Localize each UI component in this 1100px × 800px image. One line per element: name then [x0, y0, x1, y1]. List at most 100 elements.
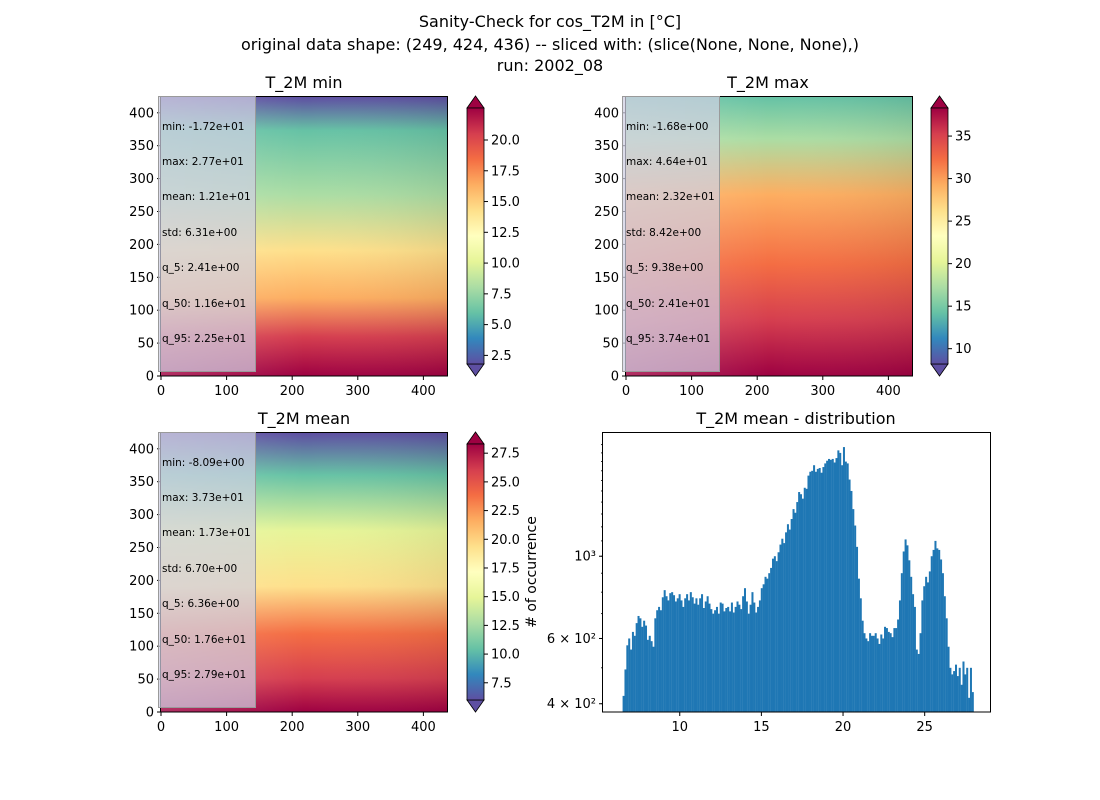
histogram-bar	[813, 465, 816, 712]
histogram-bar	[626, 645, 629, 712]
histogram-bar	[941, 573, 944, 712]
histogram-bar	[624, 669, 627, 712]
histogram-bar	[884, 626, 887, 712]
histogram-bar	[648, 635, 651, 712]
y-tick-label: 400	[129, 442, 154, 457]
map-axes-max: 0 100 200 300 400 0 50 100 150 200 250 300 350 400	[594, 106, 901, 399]
colorbar-extend-max	[466, 95, 485, 109]
histogram-bar	[637, 615, 640, 712]
y-tick-label: 0	[611, 370, 619, 385]
histogram-bar	[669, 593, 672, 712]
stat-line: std: 8.42e+00	[626, 226, 702, 239]
colorbar-extend-max	[466, 431, 485, 445]
histogram-bar	[872, 635, 875, 712]
histogram-bar	[940, 559, 943, 712]
y-tick-label: 400	[594, 106, 619, 121]
histogram-bar	[686, 594, 689, 712]
stat-line: std: 6.31e+00	[162, 226, 238, 239]
histogram-bar	[715, 606, 718, 712]
histogram-bar	[820, 472, 823, 712]
histogram-bar	[689, 592, 692, 712]
histogram-x-tick-label: 25	[916, 720, 933, 735]
histogram-bar	[654, 618, 657, 712]
y-tick-label: 200	[594, 238, 619, 253]
histogram-bar	[822, 467, 825, 712]
histogram-bar	[712, 613, 715, 712]
histogram-bar	[702, 608, 705, 712]
histogram-bar	[747, 613, 750, 712]
histogram-bar	[775, 561, 778, 712]
colorbar-tick-label: 15	[955, 300, 972, 315]
histogram-bar	[803, 487, 806, 712]
histogram-ylabel: # of occurrence	[524, 516, 540, 628]
histogram-bar	[958, 667, 961, 712]
histogram-bar	[783, 543, 786, 712]
map-axes-mean: 0 100 200 300 400 0 50 100 150 200 250 300 350 400	[129, 442, 436, 735]
histogram-bar	[719, 602, 722, 712]
histogram-bar	[749, 604, 752, 712]
x-tick-label: 100	[214, 720, 239, 735]
histogram-bar	[906, 545, 909, 712]
colorbar-tick-label: 2.5	[491, 349, 512, 364]
histogram-bar	[962, 661, 965, 712]
histogram-bar	[824, 463, 827, 712]
histogram-panel: T_2M mean - distribution # of occurrence…	[524, 409, 991, 735]
histogram-bar	[714, 610, 717, 712]
colorbar-gradient	[466, 107, 485, 365]
histogram-bar	[729, 611, 732, 712]
colorbar-tick-label: 10.0	[491, 648, 520, 663]
y-tick-label: 50	[602, 337, 619, 352]
histogram-bar	[779, 544, 782, 712]
histogram-bar	[897, 619, 900, 712]
colorbar-tick-label: 22.5	[491, 504, 520, 519]
histogram-bar	[725, 608, 728, 712]
stat-line: min: -8.09e+00	[162, 456, 245, 469]
histogram-y-tick-label: 10³	[574, 550, 596, 565]
histogram-bar	[917, 653, 920, 712]
histogram-bar	[798, 492, 801, 712]
histogram-bar	[794, 512, 797, 712]
y-tick-label: 300	[129, 508, 154, 523]
histogram-bar	[912, 594, 915, 712]
histogram-bar	[835, 458, 838, 712]
colorbar-min: 2.5 5.0 7.5 10.0 12.5 15.0 17.5 20.0	[466, 95, 520, 377]
histogram-bar	[757, 606, 760, 712]
histogram-bar	[870, 635, 873, 712]
stats-box-max: min: -1.68e+00 max: 4.64e+01 mean: 2.32e…	[622, 96, 720, 373]
y-tick-label: 50	[137, 673, 154, 688]
histogram-bar	[943, 596, 946, 712]
histogram-bar	[678, 594, 681, 712]
y-tick-label: 350	[594, 139, 619, 154]
histogram-bar	[829, 459, 832, 712]
stat-line: q_50: 2.41e+01	[626, 297, 711, 310]
histogram-bar	[826, 460, 829, 712]
histogram-bar	[785, 532, 788, 712]
stat-line: max: 2.77e+01	[162, 155, 244, 168]
histogram-bar	[708, 603, 711, 712]
histogram-bar	[971, 692, 974, 712]
histogram-bar	[904, 539, 907, 712]
histogram-bar	[902, 551, 905, 712]
histogram-bar	[792, 509, 795, 712]
x-tick-label: 0	[157, 384, 165, 399]
stat-line: std: 6.70e+00	[162, 562, 238, 575]
histogram-bar	[631, 631, 634, 712]
y-tick-label: 150	[129, 271, 154, 286]
histogram-bar	[768, 573, 771, 712]
histogram-bar	[865, 638, 868, 712]
histogram-bar	[682, 606, 685, 712]
colorbar-tick-label: 27.5	[491, 447, 520, 462]
histogram-bar	[665, 596, 668, 712]
histogram-bar	[898, 600, 901, 712]
histogram-bar	[732, 612, 735, 712]
colorbar-tick-label: 10	[955, 342, 972, 357]
histogram-bar	[770, 567, 773, 712]
x-tick-label: 400	[411, 384, 436, 399]
histogram-bar	[841, 465, 844, 712]
histogram-bar	[766, 578, 769, 712]
histogram-bar	[814, 471, 817, 712]
colorbar-tick-label: 20	[955, 257, 972, 272]
histogram-bar	[691, 597, 694, 712]
stat-line: q_5: 2.41e+00	[162, 262, 240, 275]
stat-line: q_95: 2.79e+01	[162, 668, 247, 681]
